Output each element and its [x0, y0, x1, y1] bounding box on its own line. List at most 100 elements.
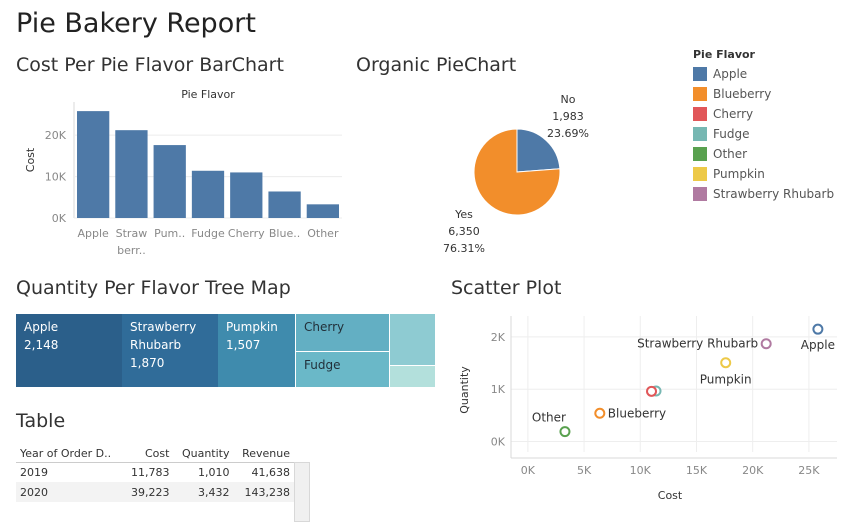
- scatter-plot: 0K 1K 2K 0K 5K 10K 15K 20K 25K Cost Quantity Apple S…: [458, 316, 837, 502]
- treemap-cell-value: 2,148: [24, 338, 59, 352]
- legend-swatch: [693, 167, 707, 181]
- scatter-xtick-label: 0K: [521, 464, 536, 477]
- pie-label-yes: 6,350: [448, 225, 480, 238]
- scatter-point-label: Blueberry: [608, 406, 666, 420]
- bar-ytick-label: 20K: [45, 129, 67, 142]
- scatter-point-strawberry-rhubarb: [760, 338, 772, 350]
- legend-swatch: [693, 127, 707, 141]
- bar-ytick-label: 10K: [45, 171, 67, 184]
- legend-label: Other: [713, 147, 748, 161]
- bar-chart-header: Pie Flavor: [181, 88, 235, 101]
- bar-chart: Pie Flavor Cost 0K 10K 20K Apple Straw berr.. Pu…: [24, 88, 342, 257]
- table-scrollbar[interactable]: [294, 462, 310, 522]
- scatter-xtick-label: 20K: [742, 464, 764, 477]
- bar-ytick-label: 0K: [52, 212, 67, 225]
- treemap-cell-apple[interactable]: Apple 2,148: [16, 314, 123, 387]
- column-header[interactable]: Revenue: [242, 447, 290, 461]
- scatter-title: Scatter Plot: [451, 277, 562, 299]
- legend-swatch: [693, 67, 707, 81]
- pie-chart: No 1,983 23.69% Yes 6,350 76.31%: [443, 93, 589, 255]
- bar-chart-title: Cost Per Pie Flavor BarChart: [16, 54, 284, 76]
- table-cell: 39,223: [123, 482, 174, 502]
- table-title: Table: [16, 410, 66, 432]
- pie-label-no: No: [561, 93, 576, 106]
- legend-label: Pumpkin: [713, 167, 765, 181]
- treemap-cell-label: Fudge: [304, 358, 341, 372]
- pie-label-yes: 76.31%: [443, 242, 485, 255]
- table-row: 2020 39,223 3,432 143,238: [16, 482, 294, 502]
- treemap-cell-unlabeled[interactable]: [390, 366, 435, 387]
- bar-pum: [153, 145, 186, 218]
- treemap-cell-unlabeled[interactable]: [390, 314, 435, 365]
- scatter-point-pumpkin: [720, 357, 732, 369]
- table-cell: 143,238: [233, 482, 294, 502]
- treemap-cell-label: Apple: [24, 320, 59, 334]
- bar-fudge: [191, 170, 225, 218]
- legend-title: Pie Flavor: [693, 48, 755, 61]
- treemap-cell-label: Pumpkin: [226, 320, 278, 334]
- scatter-ylabel: Quantity: [458, 366, 471, 414]
- bar-xtick-label: Blue..: [269, 227, 300, 240]
- scatter-xtick-label: 15K: [686, 464, 708, 477]
- scatter-point-cherry: [646, 385, 658, 397]
- bar-xtick-label: Apple: [77, 227, 109, 240]
- bar-straw-berr: [115, 130, 148, 218]
- bar-other: [306, 204, 339, 218]
- legend-label: Fudge: [713, 127, 750, 141]
- pie-label-no: 1,983: [552, 110, 584, 123]
- legend-item-pumpkin[interactable]: Pumpkin: [693, 164, 853, 184]
- table-cell: 2019: [20, 465, 48, 479]
- scatter-ytick-label: 1K: [491, 383, 506, 396]
- pie-label-yes: Yes: [454, 208, 473, 221]
- table-header-row: Year of Order D.. Cost Quantity Revenue: [16, 446, 294, 462]
- legend-swatch: [693, 87, 707, 101]
- treemap-cell-cherry[interactable]: Cherry: [296, 314, 389, 351]
- legend-label: Blueberry: [713, 87, 772, 101]
- pie-chart-title: Organic PieChart: [356, 54, 517, 76]
- legend-item-other[interactable]: Other: [693, 144, 853, 164]
- bar-xtick-label: Other: [307, 227, 339, 240]
- scatter-ytick-label: 2K: [491, 331, 506, 344]
- scatter-point-label: Strawberry Rhubarb: [637, 337, 758, 351]
- column-header[interactable]: Cost: [144, 447, 170, 461]
- treemap-cell-value: 1,870: [130, 356, 165, 370]
- treemap: Apple 2,148 Strawberry Rhubarb 1,870 Pump…: [16, 314, 435, 387]
- scatter-point-apple: [812, 323, 824, 335]
- legend-item-strawberry-rhubarb[interactable]: Strawberry Rhubarb: [693, 184, 853, 204]
- legend-item-apple[interactable]: Apple: [693, 64, 853, 84]
- column-header[interactable]: Quantity: [181, 447, 230, 461]
- treemap-cell-fudge[interactable]: Fudge: [296, 352, 389, 387]
- table-cell: 2020: [16, 482, 124, 502]
- table-cell: 41,638: [251, 465, 291, 479]
- table-cell: 1,010: [198, 465, 230, 479]
- table-row-partial: [16, 502, 294, 522]
- treemap-title: Quantity Per Flavor Tree Map: [16, 277, 291, 299]
- treemap-cell-value: 1,507: [226, 338, 261, 352]
- treemap-cell-strawberry-rhubarb[interactable]: Strawberry Rhubarb 1,870: [122, 314, 218, 387]
- legend-label: Cherry: [713, 107, 754, 121]
- table-row: 2019 11,783 1,010 41,638: [16, 462, 294, 482]
- treemap-cell-label: Cherry: [304, 320, 345, 334]
- data-table: Year of Order D.. Cost Quantity Revenue …: [16, 446, 312, 522]
- treemap-cell-pumpkin[interactable]: Pumpkin 1,507: [218, 314, 295, 387]
- pie-label-no: 23.69%: [547, 127, 589, 140]
- scatter-ytick-label: 0K: [491, 436, 506, 449]
- bar-blue: [268, 191, 301, 218]
- legend-label: Apple: [713, 67, 748, 81]
- legend-label: Strawberry Rhubarb: [713, 187, 835, 201]
- treemap-cell-label: Strawberry Rhubarb: [130, 320, 197, 352]
- legend-item-fudge[interactable]: Fudge: [693, 124, 853, 144]
- scatter-xtick-label: 10K: [630, 464, 652, 477]
- pie-flavor-legend: Pie Flavor Apple Blueberry Cherry Fudge Othe…: [693, 48, 853, 204]
- scatter-xtick-label: 25K: [798, 464, 820, 477]
- legend-item-cherry[interactable]: Cherry: [693, 104, 853, 124]
- legend-swatch: [693, 147, 707, 161]
- scatter-point-label: Pumpkin: [700, 373, 752, 387]
- column-header[interactable]: Year of Order D..: [20, 447, 112, 461]
- pie-slice-no: [516, 128, 561, 173]
- bar-xtick-label: Pum..: [154, 227, 185, 240]
- legend-swatch: [693, 107, 707, 121]
- bar-apple: [77, 111, 110, 218]
- legend-item-blueberry[interactable]: Blueberry: [693, 84, 853, 104]
- bar-cherry: [230, 172, 263, 218]
